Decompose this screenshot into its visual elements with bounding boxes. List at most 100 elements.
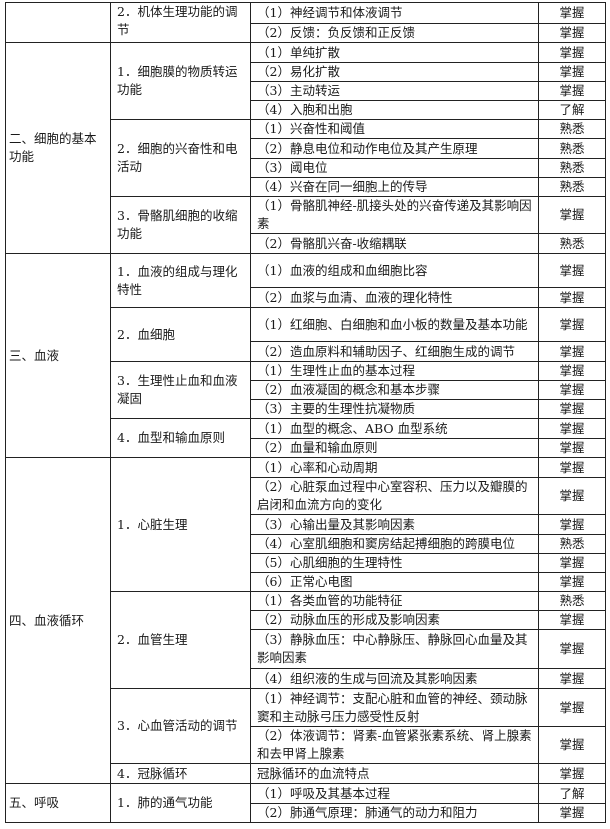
syllabus-table: 2．机体生理功能的调节 （1）神经调节和体液调节 掌握 （2）反馈：负反馈和正反馈 掌握… <box>5 2 606 823</box>
item-content: （1）心率和心动周期 <box>250 457 539 478</box>
topic-title: 1．心脏生理 <box>110 457 251 592</box>
table-row: 4．血型和输血原则 （1）血型的概念、ABO 血型系统 掌握 <box>6 418 606 458</box>
table-row: （6）正常心电图 掌握 <box>6 572 606 592</box>
table-row: （2）血液凝固的概念和基本步骤 掌握 <box>6 380 606 400</box>
item-content: （2）造血原料和辅助因子、红细胞生成的调节 <box>250 341 539 362</box>
table-row: （2）肺通气原理：肺通气的动力和阻力 掌握 <box>6 803 606 823</box>
requirement-level: 掌握 <box>538 688 606 727</box>
requirement-level: 熟悉 <box>538 119 606 139</box>
requirement-level: 掌握 <box>538 763 606 784</box>
table-row: （2）心脏泵血过程中心室容积、压力以及瓣膜的启闭和血流方向的变化 掌握 <box>6 477 606 515</box>
requirement-level: 掌握 <box>538 514 606 535</box>
topic-title: 2．机体生理功能的调节 <box>110 2 251 43</box>
table-row: 2．血管生理 （1）各类血管的功能特征 熟悉 <box>6 591 606 689</box>
requirement-level: 掌握 <box>538 726 606 764</box>
requirement-level: 掌握 <box>538 418 606 439</box>
requirement-level: 掌握 <box>538 380 606 400</box>
item-content: （3）主动转运 <box>250 81 539 101</box>
topic-title: 1．血液的组成与理化特性 <box>110 253 251 308</box>
item-content: （1）呼吸及其基本过程 <box>250 783 539 804</box>
item-content: （4）入胞和出胞 <box>250 100 539 120</box>
table-row: 2．机体生理功能的调节 （1）神经调节和体液调节 掌握 <box>5 2 606 43</box>
item-content: （4）组织液的生成与回流及其影响因素 <box>250 668 539 689</box>
requirement-level: 掌握 <box>538 62 606 82</box>
requirement-level: 掌握 <box>538 803 606 823</box>
table-row: 3．心血管活动的调节 （1）神经调节：支配心脏和血管的神经、颈动脉窦和主动脉弓压力… <box>6 688 606 764</box>
requirement-level: 熟悉 <box>538 233 606 254</box>
table-row: （2）体液调节：肾素-血管紧张素系统、肾上腺素和去甲肾上腺素 掌握 <box>6 726 606 764</box>
table-row: （3）阈电位 熟悉 <box>6 158 606 178</box>
requirement-level: 掌握 <box>538 457 606 478</box>
topic-title: 2．血管生理 <box>110 591 251 689</box>
item-content: （1）单纯扩散 <box>250 42 539 63</box>
item-content: （2）易化扩散 <box>250 62 539 82</box>
section-title: 五、呼吸 <box>5 783 111 823</box>
table-row: （3）静脉血压：中心静脉压、静脉回心血量及其影响因素 掌握 <box>6 629 606 669</box>
item-content: （1）血液的组成和血细胞比容 <box>250 253 539 288</box>
requirement-level: 熟悉 <box>538 177 606 197</box>
requirement-level: 掌握 <box>538 553 606 573</box>
item-content: （3）阈电位 <box>250 158 539 178</box>
item-content: （1）各类血管的功能特征 <box>250 591 539 611</box>
requirement-level: 掌握 <box>538 668 606 689</box>
item-content: （2）反馈：负反馈和正反馈 <box>250 23 539 43</box>
item-content: （1）血型的概念、ABO 血型系统 <box>250 418 539 439</box>
table-row: 二、细胞的基本功能 1．细胞膜的物质转运功能 （1）单纯扩散 掌握 <box>5 42 606 254</box>
item-content: （2）血液凝固的概念和基本步骤 <box>250 380 539 400</box>
item-content: （2）体液调节：肾素-血管紧张素系统、肾上腺素和去甲肾上腺素 <box>250 726 539 764</box>
table-row: 五、呼吸 1．肺的通气功能 （1）呼吸及其基本过程 了解 <box>5 783 606 823</box>
table-row: 四、血液循环 1．心脏生理 （1）心率和心动周期 掌握 <box>5 457 606 784</box>
topic-title: 1．肺的通气功能 <box>110 783 251 823</box>
table-row: （2）血浆与血清、血液的理化特性 掌握 <box>6 287 606 308</box>
table-row: （2）动脉血压的形成及影响因素 掌握 <box>6 610 606 630</box>
table-row: （2）血量和输血原则 掌握 <box>6 438 606 458</box>
requirement-level: 掌握 <box>538 196 606 234</box>
requirement-level: 掌握 <box>538 81 606 101</box>
requirement-level: 掌握 <box>538 287 606 308</box>
requirement-level: 掌握 <box>538 572 606 592</box>
section-title: 三、血液 <box>5 253 111 458</box>
requirement-level: 熟悉 <box>538 534 606 554</box>
requirement-level: 熟悉 <box>538 591 606 611</box>
table-row: 三、血液 1．血液的组成与理化特性 （1）血液的组成和血细胞比容 掌握 <box>5 253 606 458</box>
section-title <box>5 2 111 43</box>
item-content: （3）心输出量及其影响因素 <box>250 514 539 535</box>
item-content: （5）心肌细胞的生理特性 <box>250 553 539 573</box>
requirement-level: 掌握 <box>538 307 606 342</box>
table-row: （4）心室肌细胞和窦房结起搏细胞的跨膜电位 熟悉 <box>6 534 606 554</box>
table-row: （3）主动转运 掌握 <box>6 81 606 101</box>
requirement-level: 了解 <box>538 783 606 804</box>
item-content: （2）静息电位和动作电位及其产生原理 <box>250 138 539 159</box>
requirement-level: 掌握 <box>538 23 606 43</box>
item-content: （2）骨骼肌兴奋-收缩耦联 <box>250 233 539 254</box>
requirement-level: 熟悉 <box>538 138 606 159</box>
requirement-level: 掌握 <box>538 253 606 288</box>
item-content: （2）血量和输血原则 <box>250 438 539 458</box>
item-content: （1）神经调节和体液调节 <box>250 2 539 24</box>
table-row: （2）静息电位和动作电位及其产生原理 熟悉 <box>6 138 606 159</box>
requirement-level: 掌握 <box>538 610 606 630</box>
item-content: （3）静脉血压：中心静脉压、静脉回心血量及其影响因素 <box>250 629 539 669</box>
requirement-level: 掌握 <box>538 438 606 458</box>
topic-title: 3．生理性止血和血液凝固 <box>110 361 251 419</box>
item-content: （3）主要的生理性抗凝物质 <box>250 399 539 419</box>
topic-title: 2．细胞的兴奋性和电活动 <box>110 119 251 197</box>
item-content: （6）正常心电图 <box>250 572 539 592</box>
syllabus-table-body: 2．机体生理功能的调节 （1）神经调节和体液调节 掌握 （2）反馈：负反馈和正反馈 掌握… <box>5 2 606 823</box>
topic-title: 4．冠脉循环 <box>110 763 251 784</box>
requirement-level: 掌握 <box>538 42 606 63</box>
item-content: （4）心室肌细胞和窦房结起搏细胞的跨膜电位 <box>250 534 539 554</box>
topic-title: 2．血细胞 <box>110 307 251 362</box>
requirement-level: 掌握 <box>538 2 606 24</box>
table-row: 3．生理性止血和血液凝固 （1）生理性止血的基本过程 掌握 <box>6 361 606 419</box>
topic-title: 3．骨骼肌细胞的收缩功能 <box>110 196 251 254</box>
topic-title: 1．细胞膜的物质转运功能 <box>110 42 251 120</box>
table-row: （2）反馈：负反馈和正反馈 掌握 <box>6 23 606 43</box>
requirement-level: 掌握 <box>538 361 606 381</box>
item-content: （1）红细胞、白细胞和血小板的数量及基本功能 <box>250 307 539 342</box>
item-content: （2）血浆与血清、血液的理化特性 <box>250 287 539 308</box>
requirement-level: 了解 <box>538 100 606 120</box>
section-title: 四、血液循环 <box>5 457 111 784</box>
requirement-level: 掌握 <box>538 399 606 419</box>
item-content: （1）骨骼肌神经-肌接头处的兴奋传递及其影响因素 <box>250 196 539 234</box>
